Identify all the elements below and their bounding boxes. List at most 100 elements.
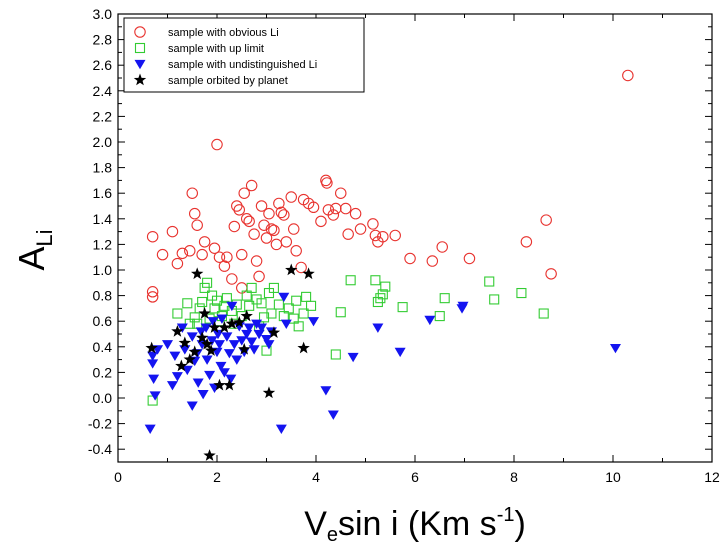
data-point: [320, 386, 332, 396]
y-tick-label: 2.2: [93, 108, 113, 124]
data-point: [439, 293, 450, 304]
data-point: [250, 255, 263, 267]
data-point: [201, 355, 213, 365]
data-point: [291, 295, 302, 306]
data-point: [188, 345, 201, 358]
data-point: [305, 300, 317, 311]
data-point: [261, 334, 272, 345]
data-point: [243, 323, 255, 333]
data-point: [258, 312, 270, 323]
data-point: [280, 319, 292, 329]
data-point: [330, 202, 342, 215]
y-tick-label: 1.0: [93, 262, 113, 278]
x-axis-title: Vesin i (Km s-1): [304, 504, 526, 546]
data-point: [457, 301, 469, 312]
y-tick-label: 2.0: [93, 134, 113, 150]
y-tick-label: 1.4: [93, 211, 113, 227]
data-point: [275, 206, 288, 219]
data-point: [191, 267, 204, 280]
y-tick-label: 0.2: [93, 364, 113, 380]
data-point: [221, 293, 232, 304]
data-point: [211, 295, 223, 306]
data-point: [195, 331, 209, 344]
y-tick-label: 2.4: [93, 83, 113, 99]
data-point: [287, 223, 300, 235]
y-tick-label: 2.6: [93, 57, 113, 73]
data-point: [293, 321, 304, 332]
data-point: [327, 209, 340, 221]
data-point: [213, 378, 226, 391]
series-0: [146, 69, 634, 303]
data-point: [186, 187, 199, 199]
data-point: [347, 352, 359, 363]
data-point: [233, 204, 246, 216]
data-point: [196, 248, 208, 261]
data-point: [260, 232, 273, 244]
data-point: [147, 351, 159, 361]
data-point: [253, 270, 265, 283]
data-point: [404, 252, 416, 265]
data-point: [327, 410, 339, 420]
data-point: [171, 372, 183, 382]
x-tick-label: 4: [312, 469, 320, 485]
data-point: [339, 202, 352, 215]
data-point: [148, 374, 160, 385]
data-point: [208, 321, 221, 333]
data-point: [233, 315, 246, 328]
data-point: [221, 332, 233, 342]
data-point: [538, 308, 549, 319]
data-point: [285, 191, 297, 203]
data-point: [280, 236, 293, 248]
data-point: [191, 219, 203, 231]
data-point: [263, 340, 275, 350]
data-point: [516, 287, 527, 299]
data-point: [225, 317, 239, 330]
data-point: [238, 342, 251, 355]
data-point: [218, 368, 230, 378]
data-point: [278, 292, 290, 303]
data-point: [182, 298, 193, 309]
legend-box: [123, 17, 365, 93]
data-point: [206, 336, 218, 346]
data-point: [231, 200, 243, 212]
data-point: [149, 391, 161, 401]
data-point: [489, 294, 500, 305]
data-point: [295, 261, 307, 274]
x-tick-label: 10: [605, 469, 621, 485]
data-point: [226, 273, 238, 285]
data-point: [200, 337, 214, 350]
data-point: [255, 200, 268, 212]
data-point: [203, 449, 216, 461]
data-point: [273, 299, 284, 310]
data-point: [321, 177, 333, 189]
data-point: [424, 315, 436, 326]
data-point: [218, 321, 231, 333]
data-point: [186, 332, 198, 342]
data-point: [335, 307, 346, 318]
data-point: [248, 228, 260, 240]
y-tick-label: 2.8: [93, 32, 113, 48]
data-point: [283, 303, 294, 314]
data-point: [207, 317, 219, 327]
data-point: [225, 374, 237, 385]
data-point: [216, 314, 228, 324]
legend-label: sample orbited by planet: [168, 75, 288, 87]
data-point: [298, 308, 309, 319]
data-point: [256, 323, 268, 333]
data-point: [315, 215, 327, 228]
data-point: [223, 378, 236, 391]
legend-label: sample with obvious Li: [168, 27, 279, 39]
data-point: [212, 329, 224, 340]
data-point: [192, 378, 204, 388]
data-point: [354, 223, 367, 235]
data-point: [236, 248, 248, 261]
legend-marker: [134, 59, 146, 70]
data-point: [146, 230, 159, 243]
data-point: [204, 344, 218, 356]
data-point: [147, 359, 159, 369]
series-1: [147, 275, 549, 406]
data-point: [265, 223, 278, 235]
data-point: [221, 251, 233, 263]
data-point: [307, 201, 320, 214]
